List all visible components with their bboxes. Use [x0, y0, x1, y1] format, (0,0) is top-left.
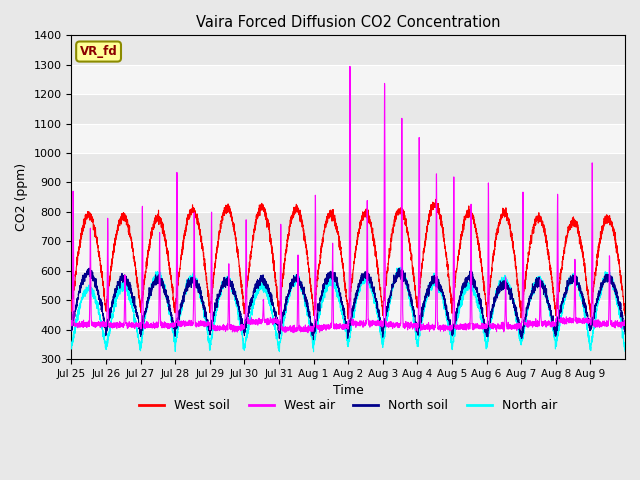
- Bar: [72, 300, 625, 329]
- Legend: West soil, West air, North soil, North air: West soil, West air, North soil, North a…: [134, 395, 563, 418]
- Bar: [72, 329, 625, 359]
- X-axis label: Time: Time: [333, 384, 364, 397]
- Bar: [72, 94, 625, 123]
- Bar: [72, 271, 625, 300]
- Bar: [72, 212, 625, 241]
- Bar: [72, 153, 625, 182]
- Text: VR_fd: VR_fd: [80, 45, 118, 58]
- Bar: [72, 241, 625, 271]
- Y-axis label: CO2 (ppm): CO2 (ppm): [15, 163, 28, 231]
- Bar: [72, 123, 625, 153]
- Bar: [72, 65, 625, 94]
- Bar: [72, 36, 625, 65]
- Bar: [72, 182, 625, 212]
- Title: Vaira Forced Diffusion CO2 Concentration: Vaira Forced Diffusion CO2 Concentration: [196, 15, 500, 30]
